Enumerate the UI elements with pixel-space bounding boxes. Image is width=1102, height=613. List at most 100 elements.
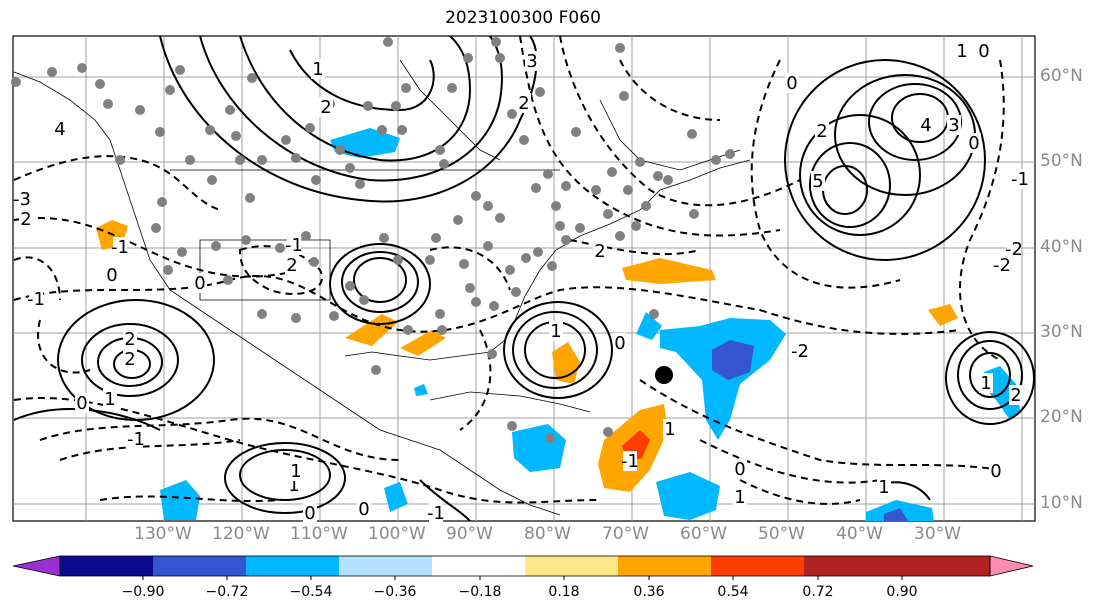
contour-label: -2 [1005,239,1023,260]
station-dot [231,131,241,141]
station-dot [465,283,475,293]
contour-label: 2 [518,93,529,114]
contour-label: -2 [993,255,1011,276]
dashed-contours [13,35,1005,505]
station-dot [177,247,187,257]
shade-blue-canada [330,128,400,158]
contour-label: 3 [526,51,537,72]
contour-label: 1 [878,477,889,498]
station-dot [491,37,501,47]
station-dot [335,145,345,155]
contour-label: 0 [990,461,1001,482]
colorbar-tick-label: −0.36 [373,584,417,600]
contour-label: 5 [812,171,823,192]
shade-blue-south-2 [384,482,408,512]
colorbar-tick-label: −0.18 [458,584,502,600]
station-dot [531,183,541,193]
colorbar-bin [432,556,525,576]
contour-label: 0 [76,393,87,414]
shade-blue-south-1 [160,480,200,520]
colorbar-tick-label: −0.90 [121,584,165,600]
station-dot [157,197,167,207]
lon-label: 70°W [602,524,649,544]
station-dot [175,65,185,75]
station-dot [463,53,473,63]
station-dot [603,427,613,437]
station-dot [151,223,161,233]
contour-label: 1 [290,461,301,482]
colorbar-tick-label: −0.54 [289,584,333,600]
station-dot [649,309,659,319]
station-dot [591,185,601,195]
station-dot [619,91,629,101]
colorbar-bin [525,556,618,576]
station-dot [603,209,613,219]
station-dot [223,275,233,285]
colorbar-bin [897,556,990,576]
station-dot [487,349,497,359]
contour-label: 1 [312,59,323,80]
colorbar-bin [246,556,339,576]
station-dot [607,167,617,177]
station-dot [403,325,413,335]
station-dot [363,101,373,111]
colorbar [12,555,1034,580]
lon-label: 120°W [212,524,270,544]
station-dot [495,213,505,223]
contour-label: -1 [621,451,639,472]
contour-label: 0 [614,333,625,354]
contour-label: 0 [786,73,797,94]
contour-label: 2 [124,329,135,350]
station-dot [345,163,355,173]
station-dot [205,125,215,135]
station-dot [471,191,481,201]
station-dot [401,83,411,93]
contour-label: 0 [734,459,745,480]
station-dot [165,85,175,95]
contour-label: 0 [194,273,205,294]
shade-blue-se [656,472,720,520]
station-dot [687,129,697,139]
contour-label: 0 [968,133,979,154]
station-dot [505,265,515,275]
colorbar-outline [59,555,991,577]
contour-label: 0 [978,41,989,62]
station-dot [281,135,291,145]
station-dot [507,109,517,119]
station-dot [235,155,245,165]
station-dot [207,175,217,185]
lat-label: 20°N [1040,407,1083,427]
lon-label: 80°W [524,524,571,544]
station-dot [47,67,57,77]
station-dot [483,201,493,211]
contour-label: 1 [550,321,561,342]
contour-label: 2 [594,241,605,262]
contour-label: 2 [816,121,827,142]
station-dot [163,265,173,275]
station-dot [345,281,355,291]
colorbar-tick-label: 0.54 [717,584,749,600]
station-dot [623,185,633,195]
colorbar-tick-label: 0.72 [802,584,834,600]
station-dot [507,421,517,431]
contour-label: 2 [124,349,135,370]
station-dot [521,253,531,263]
station-dot [383,37,393,47]
lon-label: 130°W [134,524,192,544]
station-dot [359,295,369,305]
shade-lightblue-atl [636,312,662,340]
shade-orange-east [928,304,958,326]
station-dot [519,135,529,145]
station-dot [543,169,553,179]
station-dot [377,125,387,135]
contour-label: 2 [1010,385,1021,406]
station-dot [393,255,403,265]
station-dot [575,223,585,233]
contour-label: 1 [664,419,675,440]
colorbar-extend-left [12,555,61,577]
station-dot [95,79,105,89]
colorbar-bin [60,556,153,576]
station-dot [511,287,521,297]
